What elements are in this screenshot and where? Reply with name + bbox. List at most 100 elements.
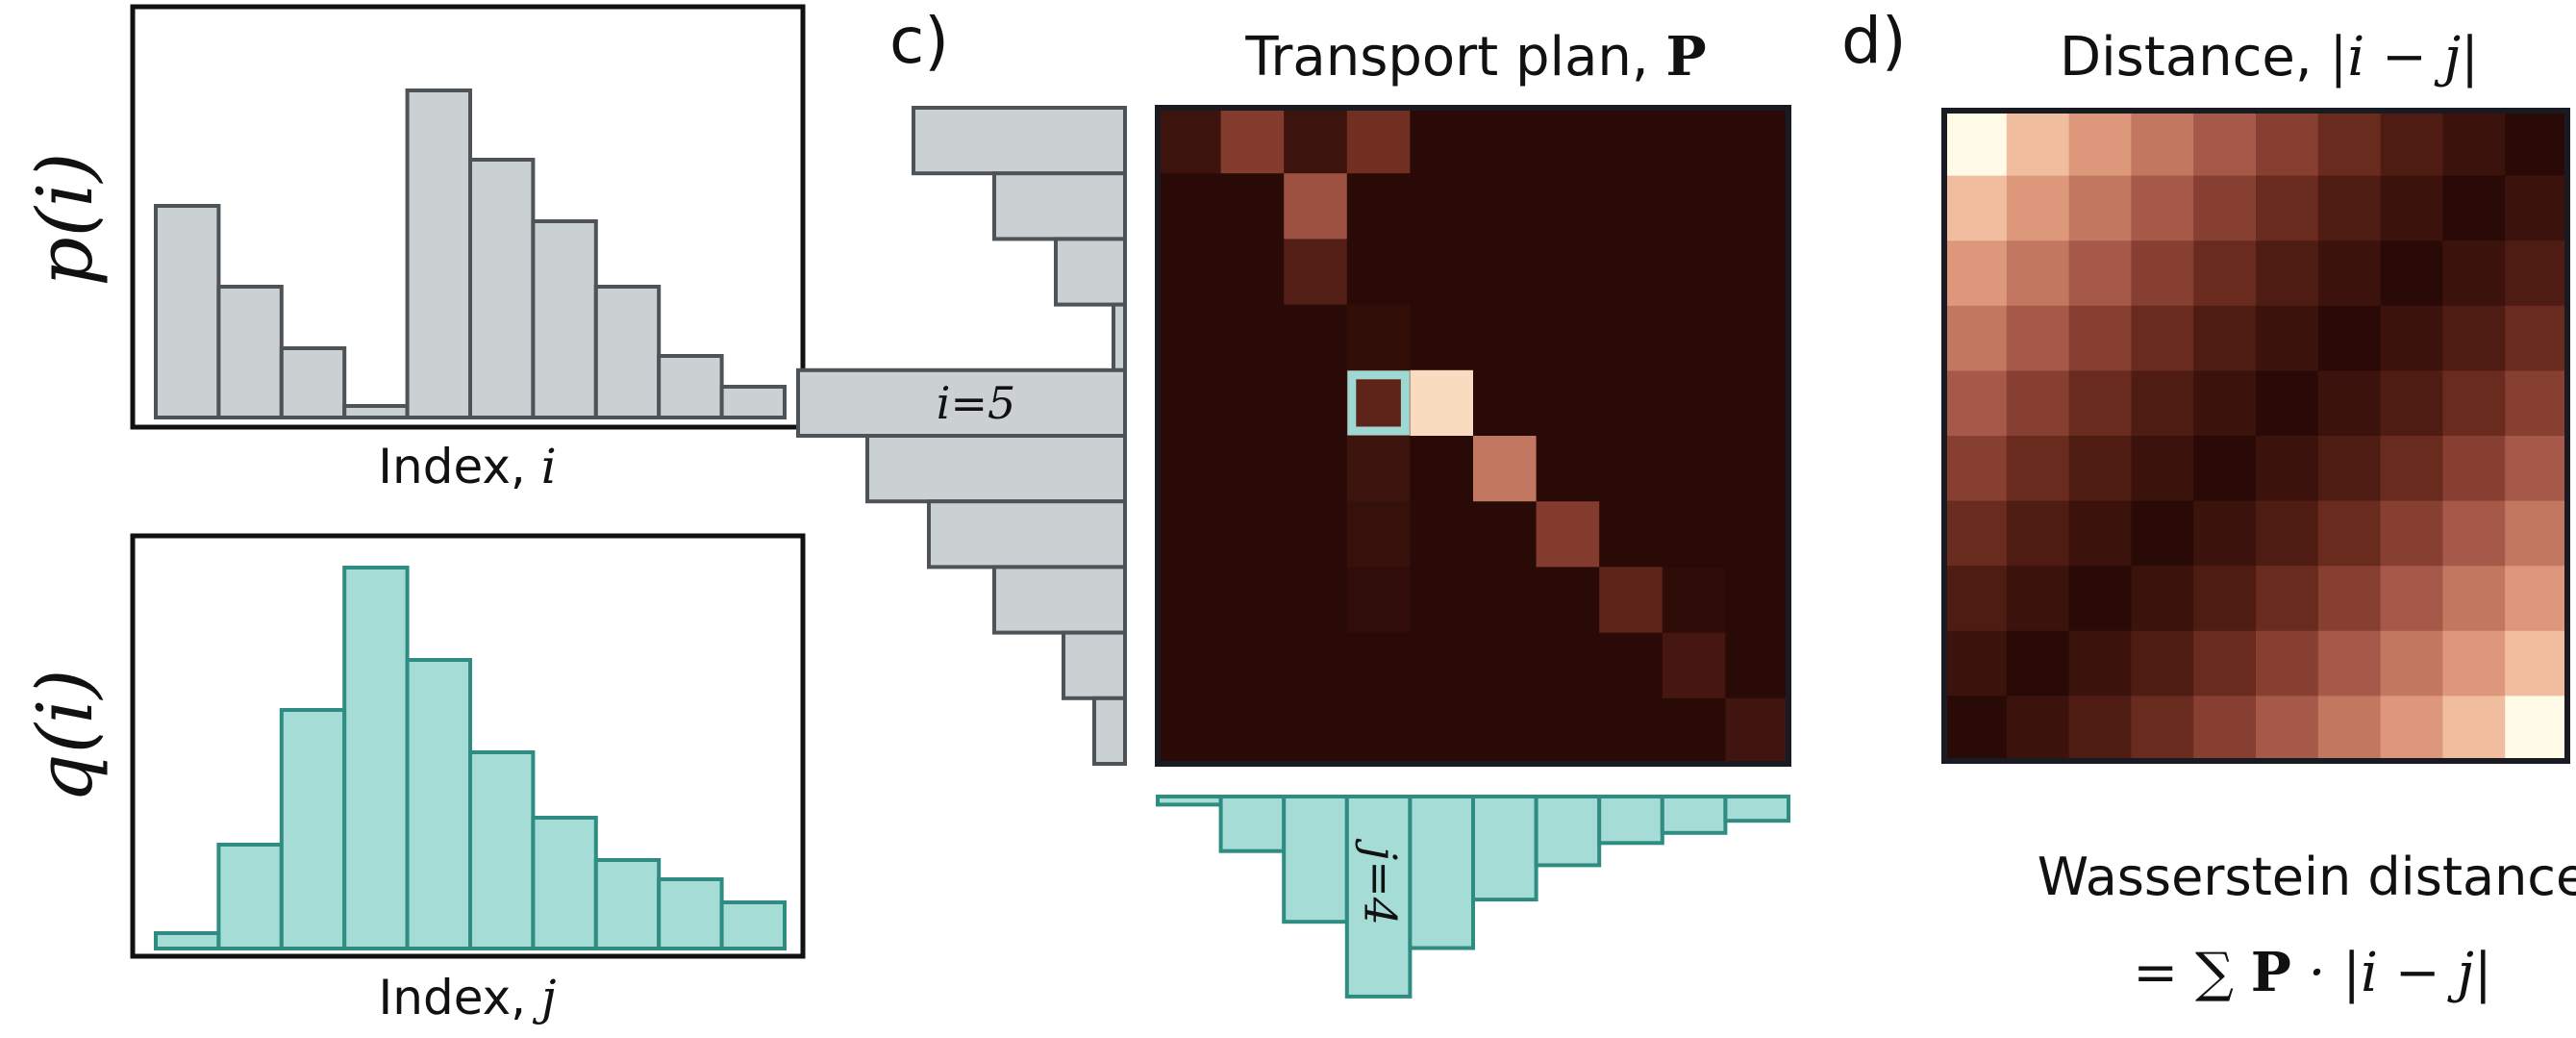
plan-cell-6-0 bbox=[1158, 501, 1222, 568]
panel-b-ylabel: q(i) bbox=[20, 669, 110, 802]
plan-cell-3-1 bbox=[1220, 304, 1285, 371]
dist-cell-3-4 bbox=[2193, 305, 2257, 371]
dist-cell-9-2 bbox=[2068, 696, 2132, 762]
dist-cell-4-8 bbox=[2442, 370, 2506, 437]
dist-cell-2-6 bbox=[2317, 241, 2382, 307]
dist-cell-6-5 bbox=[2256, 500, 2319, 567]
plan-cell-2-2 bbox=[1284, 239, 1348, 306]
dist-cell-1-7 bbox=[2380, 175, 2443, 241]
p-bar-9 bbox=[719, 385, 787, 419]
col-marginal-bar-2 bbox=[1282, 795, 1349, 924]
panel-b-frame bbox=[130, 533, 806, 959]
dist-cell-1-1 bbox=[2006, 175, 2070, 241]
plan-cell-4-8 bbox=[1662, 369, 1726, 437]
dist-cell-5-3 bbox=[2131, 436, 2194, 502]
col-marginal-bar-5 bbox=[1471, 795, 1538, 902]
plan-cell-4-6 bbox=[1536, 369, 1600, 437]
dist-cell-0-2 bbox=[2068, 111, 2132, 177]
plan-cell-6-6 bbox=[1536, 501, 1600, 568]
dist-cell-2-9 bbox=[2505, 241, 2568, 307]
plan-cell-8-5 bbox=[1473, 632, 1538, 699]
row-marginal-bar-6 bbox=[927, 499, 1127, 570]
plan-cell-5-3 bbox=[1346, 436, 1411, 502]
plan-cell-0-3 bbox=[1346, 108, 1411, 174]
panel-d-title: Distance, |i − j| bbox=[2060, 26, 2479, 89]
dist-cell-1-0 bbox=[1944, 175, 2008, 241]
dist-cell-1-8 bbox=[2442, 175, 2506, 241]
row-marginal-bar-3 bbox=[1112, 302, 1127, 372]
plan-cell-7-0 bbox=[1158, 567, 1222, 634]
distance-matrix-frame bbox=[1941, 108, 2570, 764]
dist-cell-9-3 bbox=[2131, 696, 2194, 762]
dist-cell-1-5 bbox=[2256, 175, 2319, 241]
plan-cell-6-9 bbox=[1725, 501, 1789, 568]
panel-a-bars bbox=[154, 89, 787, 419]
formula-caption: Wasserstein distance bbox=[2038, 847, 2576, 907]
col-marginal-bar-7 bbox=[1597, 795, 1664, 846]
row-marginal-bar-1 bbox=[992, 171, 1127, 241]
dist-cell-2-4 bbox=[2193, 241, 2257, 307]
plan-cell-9-6 bbox=[1536, 697, 1600, 765]
dist-cell-2-3 bbox=[2131, 241, 2194, 307]
plan-cell-6-3 bbox=[1346, 501, 1411, 568]
panel-d-tag: d) bbox=[1841, 4, 1907, 78]
plan-cell-0-8 bbox=[1662, 108, 1726, 174]
dist-cell-0-1 bbox=[2006, 111, 2070, 177]
plan-cell-3-3 bbox=[1346, 304, 1411, 371]
q-bar-3 bbox=[342, 566, 410, 950]
col-marginal-bar-0 bbox=[1156, 795, 1223, 807]
plan-cell-2-6 bbox=[1536, 239, 1600, 306]
dist-cell-1-6 bbox=[2317, 175, 2382, 241]
plan-cell-9-5 bbox=[1473, 697, 1538, 765]
plan-cell-8-6 bbox=[1536, 632, 1600, 699]
dist-cell-8-8 bbox=[2442, 630, 2506, 696]
plan-cell-0-9 bbox=[1725, 108, 1789, 174]
dist-cell-3-9 bbox=[2505, 305, 2568, 371]
plan-cell-8-2 bbox=[1284, 632, 1348, 699]
plan-cell-4-0 bbox=[1158, 369, 1222, 437]
plan-cell-3-4 bbox=[1410, 304, 1474, 371]
dist-cell-6-4 bbox=[2193, 500, 2257, 567]
dist-cell-2-0 bbox=[1944, 241, 2008, 307]
plan-cell-9-4 bbox=[1410, 697, 1474, 765]
dist-cell-0-8 bbox=[2442, 111, 2506, 177]
plan-cell-8-9 bbox=[1725, 632, 1789, 699]
panel-c-row-marginal bbox=[796, 106, 1127, 766]
plan-cell-1-3 bbox=[1346, 173, 1411, 240]
dist-cell-7-6 bbox=[2317, 566, 2382, 632]
dist-cell-4-4 bbox=[2193, 370, 2257, 437]
dist-cell-6-7 bbox=[2380, 500, 2443, 567]
col-marginal-bar-8 bbox=[1660, 795, 1728, 835]
dist-cell-3-3 bbox=[2131, 305, 2194, 371]
dist-cell-7-9 bbox=[2505, 566, 2568, 632]
dist-cell-5-9 bbox=[2505, 436, 2568, 502]
plan-cell-4-9 bbox=[1725, 369, 1789, 437]
dist-cell-0-4 bbox=[2193, 111, 2257, 177]
plan-cell-2-7 bbox=[1599, 239, 1663, 306]
col-marginal-bar-4 bbox=[1408, 795, 1476, 950]
plan-cell-1-7 bbox=[1599, 173, 1663, 240]
dist-cell-5-2 bbox=[2068, 436, 2132, 502]
row-marginal-bar-2 bbox=[1054, 237, 1127, 307]
plan-cell-7-5 bbox=[1473, 567, 1538, 634]
dist-cell-7-7 bbox=[2380, 566, 2443, 632]
dist-cell-7-8 bbox=[2442, 566, 2506, 632]
plan-cell-4-4 bbox=[1410, 369, 1474, 437]
plan-cell-9-7 bbox=[1599, 697, 1663, 765]
panel-a: p(i) Index, i bbox=[20, 4, 806, 494]
dist-cell-3-2 bbox=[2068, 305, 2132, 371]
dist-cell-0-7 bbox=[2380, 111, 2443, 177]
plan-cell-0-5 bbox=[1473, 108, 1538, 174]
plan-cell-7-4 bbox=[1410, 567, 1474, 634]
dist-cell-8-7 bbox=[2380, 630, 2443, 696]
dist-cell-1-2 bbox=[2068, 175, 2132, 241]
plan-cell-3-0 bbox=[1158, 304, 1222, 371]
dist-cell-7-4 bbox=[2193, 566, 2257, 632]
plan-cell-4-1 bbox=[1220, 369, 1285, 437]
plan-cell-6-2 bbox=[1284, 501, 1348, 568]
dist-cell-5-8 bbox=[2442, 436, 2506, 502]
panel-c-title: Transport plan, P bbox=[1244, 25, 1706, 89]
q-bar-1 bbox=[216, 843, 284, 950]
dist-cell-9-9 bbox=[2505, 696, 2568, 762]
